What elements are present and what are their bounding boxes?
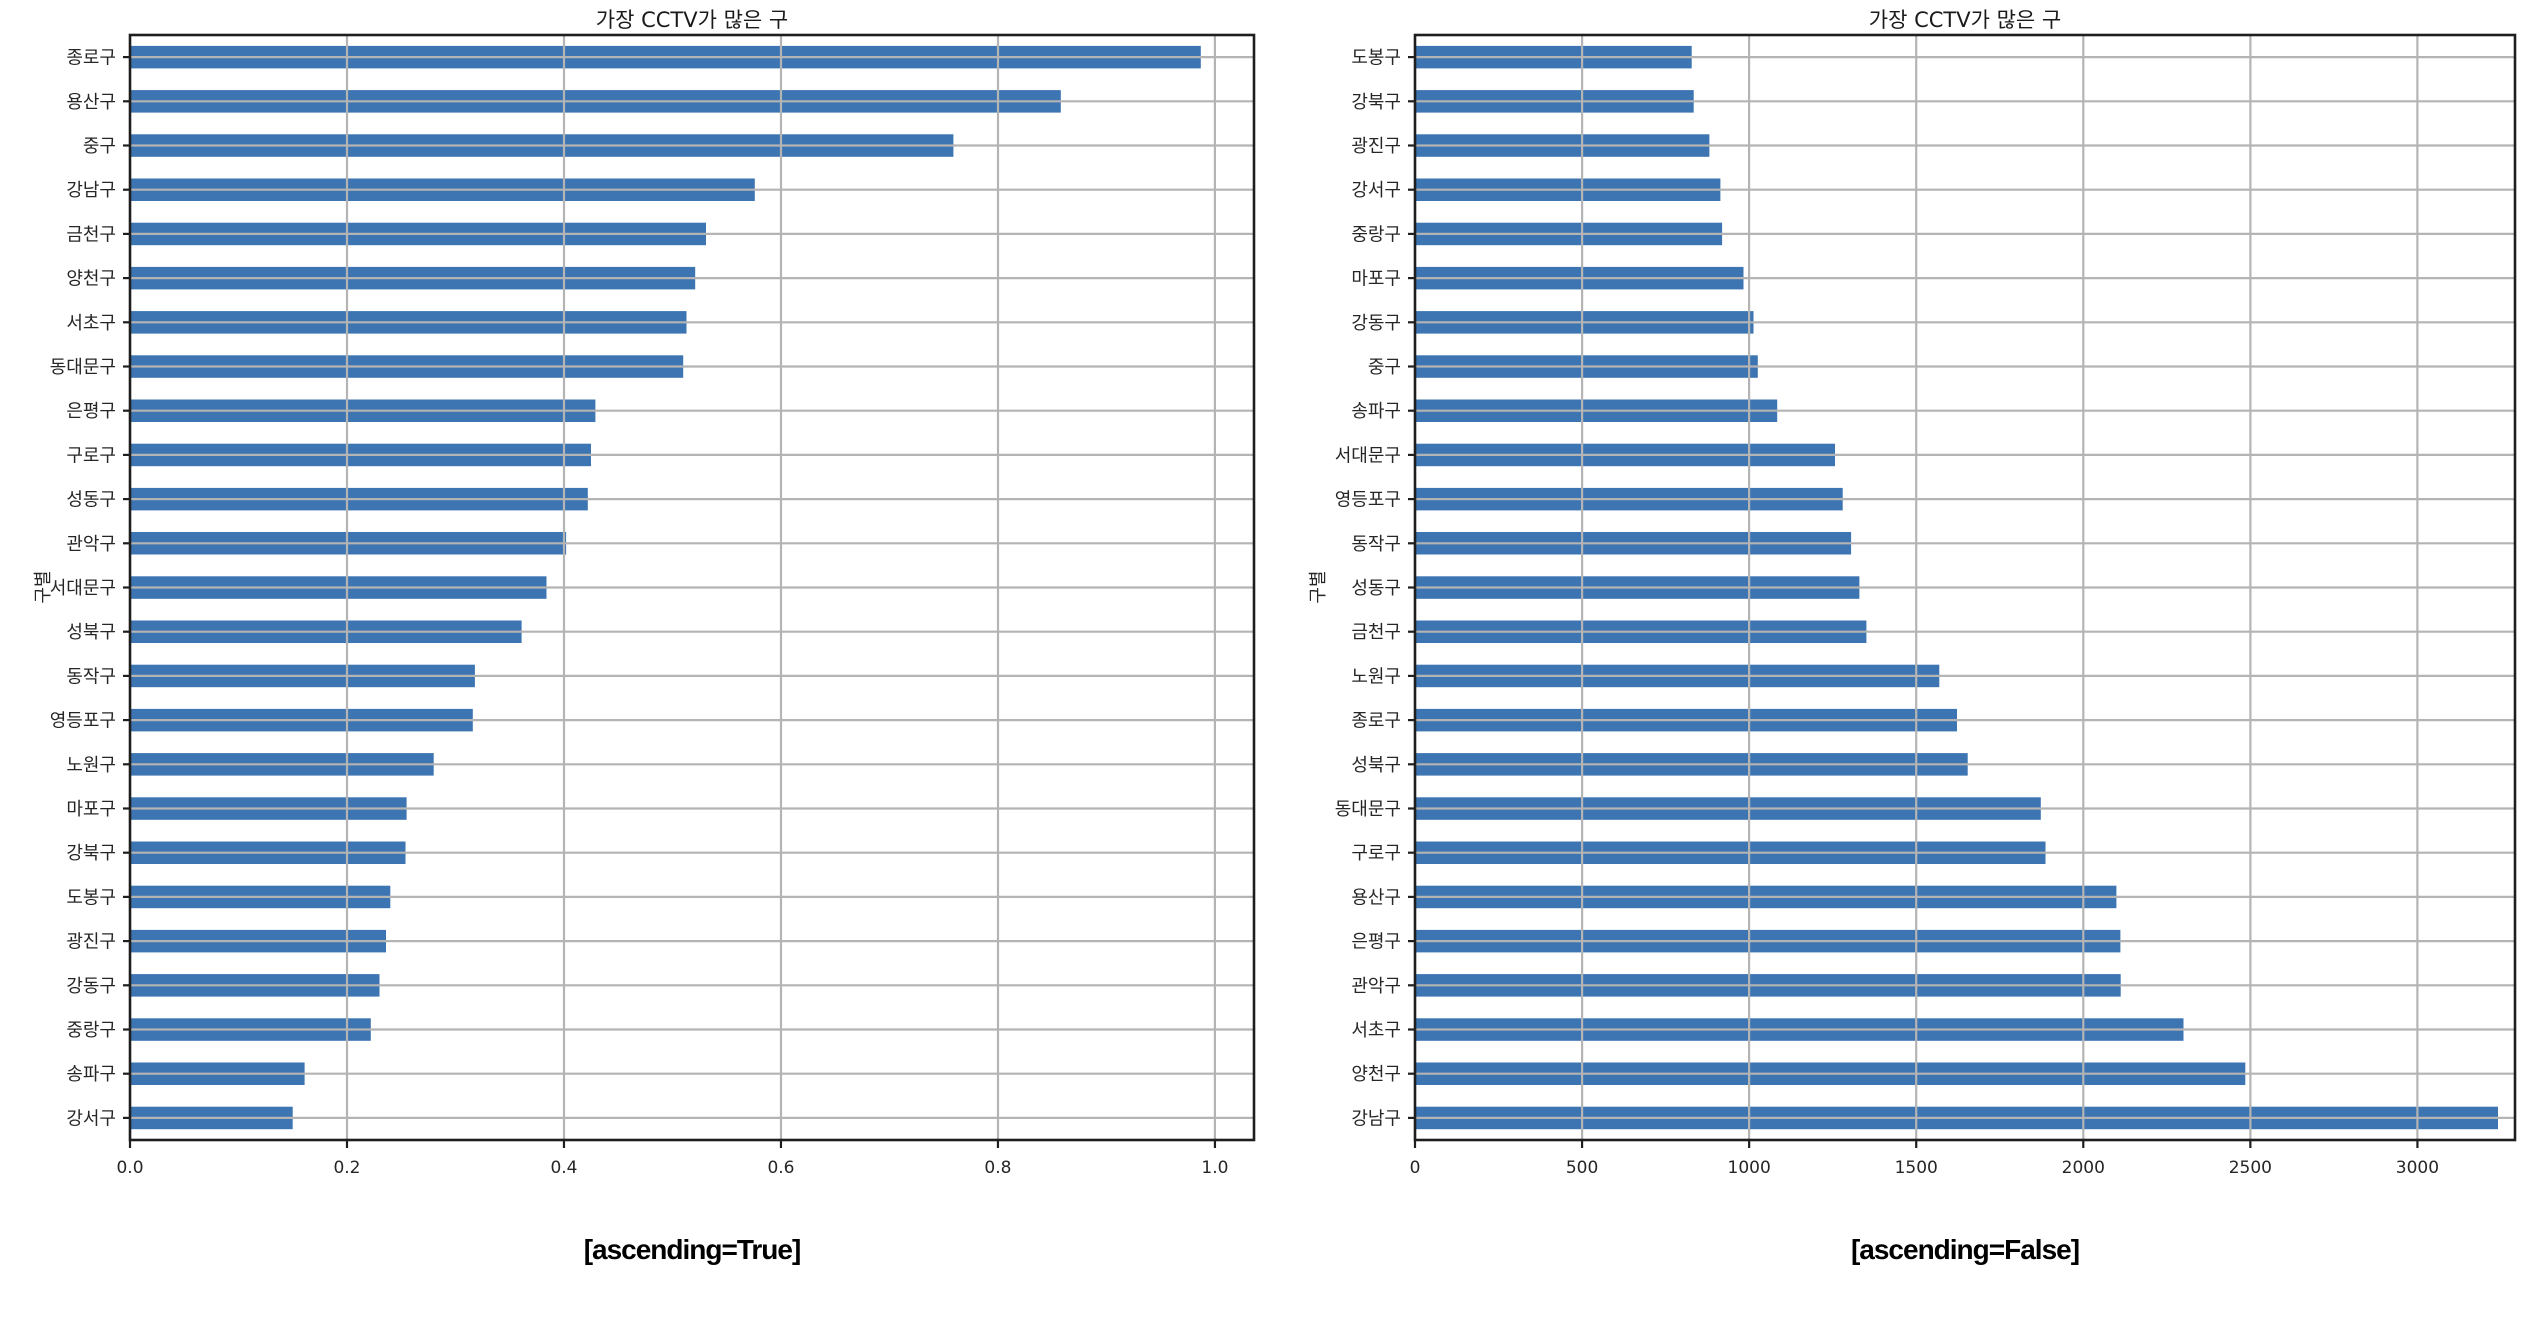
y-tick-label-마포구: 마포구 — [1351, 269, 1401, 290]
y-tick-label-성북구: 성북구 — [1351, 755, 1401, 776]
y-tick-label-동작구: 동작구 — [1351, 534, 1401, 555]
y-tick-label-종로구: 종로구 — [1351, 711, 1401, 732]
y-tick-label-은평구: 은평구 — [1351, 932, 1401, 953]
y-tick-label-구로구: 구로구 — [1351, 843, 1401, 864]
y-tick-label-구로구: 구로구 — [66, 445, 116, 466]
y-tick-label-성북구: 성북구 — [66, 622, 116, 643]
x-tick-label: 0.8 — [984, 1158, 1011, 1178]
y-tick-label-송파구: 송파구 — [1351, 401, 1401, 422]
y-tick-label-금천구: 금천구 — [1351, 622, 1401, 643]
x-tick-label: 0.6 — [767, 1158, 794, 1178]
y-tick-label-관악구: 관악구 — [1351, 976, 1401, 997]
y-tick-label-영등포구: 영등포구 — [50, 711, 116, 732]
subplot-ascending-false: 0 500 1000 1500 2000 2500 3000 도봉구강북구광진구강서구중랑구마… — [1335, 33, 2517, 1178]
x-tick-label: 0.0 — [116, 1158, 143, 1178]
y-tick-label-용산구: 용산구 — [66, 92, 116, 113]
y-tick-label-양천구: 양천구 — [1351, 1064, 1401, 1085]
y-tick-label-관악구: 관악구 — [66, 534, 116, 555]
y-tick-label-서초구: 서초구 — [1351, 1020, 1401, 1041]
y-tick-label-서대문구: 서대문구 — [50, 578, 116, 599]
x-tick-label: 0.2 — [333, 1158, 360, 1178]
x-tick-label: 0.4 — [550, 1158, 577, 1178]
y-tick-label-노원구: 노원구 — [1351, 666, 1401, 687]
y-tick-label-중구: 중구 — [83, 136, 116, 157]
y-tick-label-서대문구: 서대문구 — [1335, 445, 1401, 466]
x-tick-label: 2500 — [2229, 1158, 2272, 1178]
y-tick-label-동작구: 동작구 — [66, 666, 116, 687]
y-tick-label-동대문구: 동대문구 — [50, 357, 116, 378]
x-tick-label: 0 — [1410, 1158, 1421, 1178]
y-tick-label-서초구: 서초구 — [66, 313, 116, 334]
y-tick-label-동대문구: 동대문구 — [1335, 799, 1401, 820]
x-tick-label: 500 — [1566, 1158, 1598, 1178]
y-tick-label-성동구: 성동구 — [1351, 578, 1401, 599]
y-tick-label-마포구: 마포구 — [66, 799, 116, 820]
right-chart-title: 가장 CCTV가 많은 구 — [1868, 8, 2062, 32]
y-tick-label-광진구: 광진구 — [1351, 136, 1401, 157]
y-tick-label-도봉구: 도봉구 — [1351, 48, 1401, 69]
y-tick-label-강동구: 강동구 — [66, 976, 116, 997]
x-tick-label: 1.0 — [1201, 1158, 1228, 1178]
y-tick-label-강남구: 강남구 — [1351, 1108, 1401, 1129]
left-y-axis-label: 구별 — [33, 570, 54, 604]
y-tick-label-중랑구: 중랑구 — [1351, 224, 1401, 245]
left-chart-caption: [ascending=True] — [583, 1234, 802, 1265]
x-tick-label: 2000 — [2062, 1158, 2105, 1178]
subplot-ascending-true: 0.0 0.2 0.4 0.6 0.8 1.0 종로구용산구중구강남구금천구양천구서초구동대… — [50, 33, 1256, 1178]
y-tick-label-종로구: 종로구 — [66, 48, 116, 69]
y-tick-label-강북구: 강북구 — [66, 843, 116, 864]
x-tick-label: 1500 — [1895, 1158, 1938, 1178]
y-tick-label-양천구: 양천구 — [66, 269, 116, 290]
y-tick-label-도봉구: 도봉구 — [66, 887, 116, 908]
y-tick-label-강북구: 강북구 — [1351, 92, 1401, 113]
y-tick-label-강남구: 강남구 — [66, 180, 116, 201]
x-tick-label: 1000 — [1728, 1158, 1771, 1178]
y-tick-label-중구: 중구 — [1368, 357, 1401, 378]
right-y-axis-label: 구별 — [1308, 570, 1329, 604]
y-tick-label-성동구: 성동구 — [66, 490, 116, 511]
y-tick-label-용산구: 용산구 — [1351, 887, 1401, 908]
y-tick-label-은평구: 은평구 — [66, 401, 116, 422]
y-tick-label-중랑구: 중랑구 — [66, 1020, 116, 1041]
y-tick-label-강동구: 강동구 — [1351, 313, 1401, 334]
y-tick-label-광진구: 광진구 — [66, 932, 116, 953]
y-tick-label-강서구: 강서구 — [1351, 180, 1401, 201]
y-tick-label-노원구: 노원구 — [66, 755, 116, 776]
y-tick-label-영등포구: 영등포구 — [1335, 490, 1401, 511]
x-tick-label: 3000 — [2396, 1158, 2439, 1178]
y-tick-label-송파구: 송파구 — [66, 1064, 116, 1085]
left-chart-title: 가장 CCTV가 많은 구 — [595, 8, 789, 32]
y-tick-label-금천구: 금천구 — [66, 224, 116, 245]
y-tick-label-강서구: 강서구 — [66, 1108, 116, 1129]
right-chart-caption: [ascending=False] — [1850, 1234, 2080, 1265]
